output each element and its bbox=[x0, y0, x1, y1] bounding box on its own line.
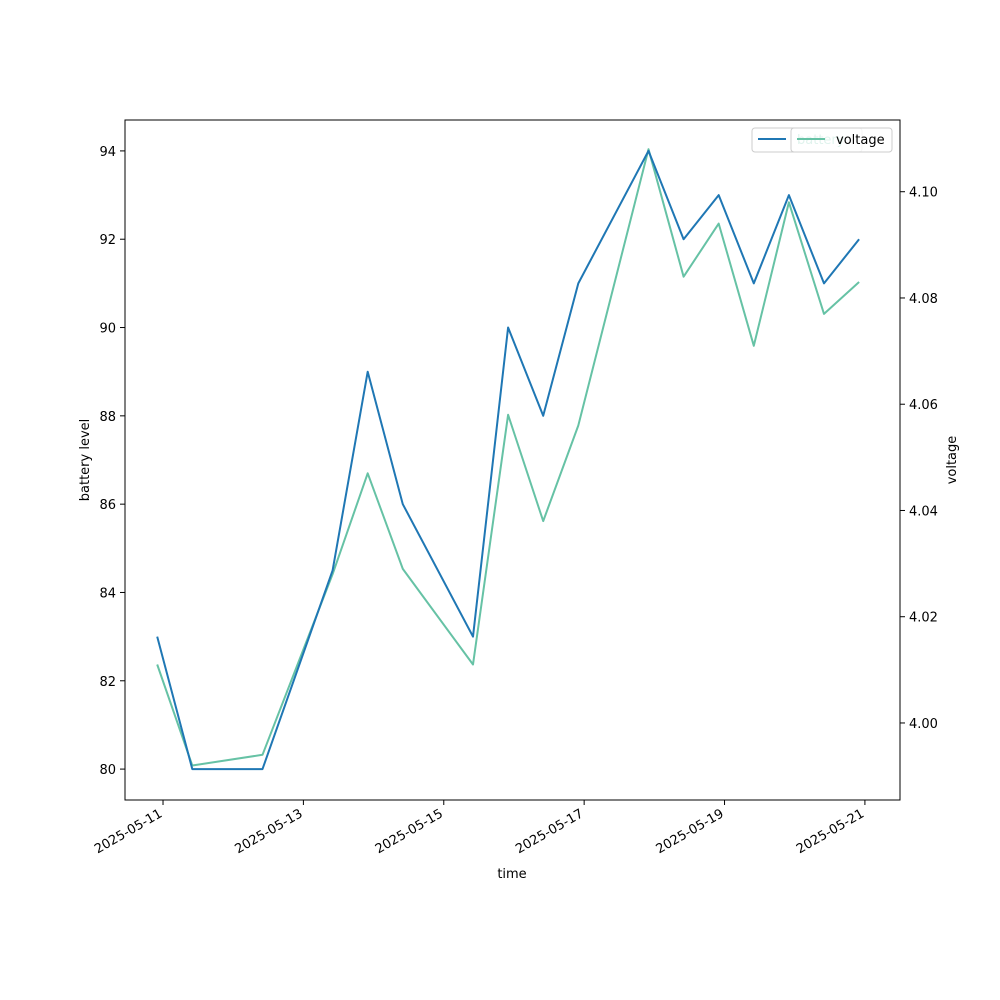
y-tick-label: 90 bbox=[99, 322, 116, 337]
y-tick-label: 94 bbox=[99, 145, 116, 160]
series-layer bbox=[156, 148, 860, 771]
y2-tick-label: 4.06 bbox=[909, 398, 938, 413]
y-tick-label: 86 bbox=[99, 498, 116, 513]
y-axis-left: 80 82 84 86 88 90 92 94 bbox=[99, 145, 125, 778]
legend-voltage-label: voltage bbox=[836, 133, 885, 148]
y2-tick-label: 4.10 bbox=[909, 186, 938, 201]
y-axis-right: 4.00 4.02 4.04 4.06 4.08 4.10 bbox=[900, 186, 938, 732]
y-tick-label: 88 bbox=[99, 410, 116, 425]
y2-tick-label: 4.08 bbox=[909, 292, 938, 307]
y2-tick-label: 4.00 bbox=[909, 717, 938, 732]
y-axis-right-title: voltage bbox=[945, 436, 960, 485]
y-tick-label: 84 bbox=[99, 586, 116, 601]
plot-frame bbox=[124, 119, 901, 801]
y-axis-left-title: battery level bbox=[78, 419, 93, 502]
x-axis-title: time bbox=[497, 867, 526, 882]
series-line-battery bbox=[156, 149, 860, 771]
legend-voltage-box bbox=[790, 127, 893, 153]
y-tick-label: 80 bbox=[99, 763, 116, 778]
y-tick-label: 82 bbox=[99, 675, 116, 690]
y-tick-label: 92 bbox=[99, 233, 116, 248]
legend-voltage: voltage bbox=[790, 127, 893, 153]
y2-tick-label: 4.02 bbox=[909, 611, 938, 626]
y2-tick-label: 4.04 bbox=[909, 504, 938, 519]
